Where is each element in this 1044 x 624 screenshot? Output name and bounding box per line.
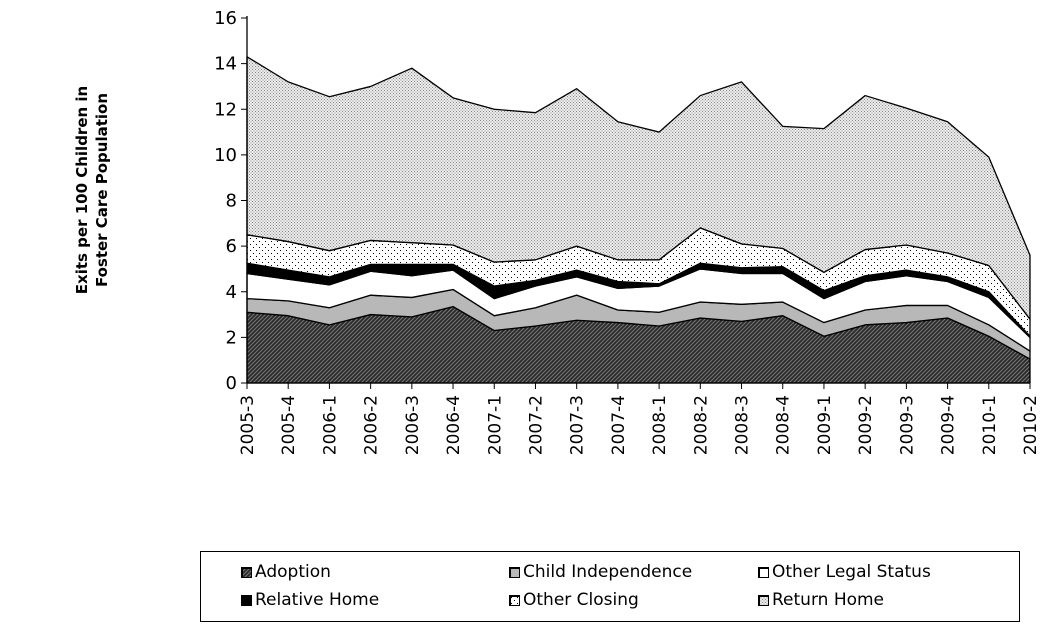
legend-label: Adoption xyxy=(255,562,331,582)
x-tick-label: 2005-4 xyxy=(279,395,299,455)
x-tick-label: 2009-3 xyxy=(897,395,917,455)
legend-label: Other Closing xyxy=(523,590,639,610)
legend-swatch xyxy=(758,566,769,578)
x-tick-label: 2010-1 xyxy=(980,395,1000,455)
legend-label: Child Independence xyxy=(523,562,693,582)
legend-item-other-legal-status: Other Legal Status xyxy=(758,562,931,582)
y-tick-label: 6 xyxy=(226,236,237,257)
x-tick-label: 2009-1 xyxy=(815,395,835,455)
x-tick-label: 2005-3 xyxy=(238,395,258,455)
y-tick-label: 2 xyxy=(226,327,237,348)
x-tick-label: 2006-1 xyxy=(320,395,340,455)
y-tick-label: 0 xyxy=(226,373,237,394)
legend-swatch xyxy=(241,594,252,606)
y-axis-label-line: Foster Care Population xyxy=(93,93,111,287)
x-tick-label: 2007-1 xyxy=(485,395,505,455)
y-axis-label: Exits per 100 Children in Foster Care Pop… xyxy=(73,86,111,294)
x-tick-label: 2006-4 xyxy=(444,395,464,455)
legend-label: Other Legal Status xyxy=(772,562,931,582)
x-tick-label: 2009-4 xyxy=(939,395,959,455)
x-tick-label: 2010-2 xyxy=(1021,395,1041,455)
y-tick-label: 12 xyxy=(214,99,237,120)
legend-swatch xyxy=(758,594,769,606)
legend-item-return-home: Return Home xyxy=(758,590,884,610)
y-axis-label-line: Exits per 100 Children in xyxy=(73,86,91,294)
stacked-areas xyxy=(246,56,1031,384)
y-tick-label: 10 xyxy=(214,145,237,166)
y-tick-label: 14 xyxy=(214,54,237,75)
y-tick-label: 16 xyxy=(214,8,237,29)
area-return-home xyxy=(246,56,1031,320)
legend-label: Relative Home xyxy=(255,590,380,610)
x-tick-label: 2006-3 xyxy=(403,395,423,455)
x-tick-label: 2007-4 xyxy=(609,395,629,455)
chart-svg: 0 2 4 6 8 10 12 14 16 2005-3 2005-4 2006-1 2006-2 200… xyxy=(73,8,1041,455)
x-tick-label: 2007-2 xyxy=(526,395,546,455)
legend-swatch xyxy=(241,566,252,578)
legend-item-other-closing: Other Closing xyxy=(509,590,639,610)
legend: Adoption Child Independence Other Legal St… xyxy=(200,551,1020,622)
x-tick-label: 2008-2 xyxy=(691,395,711,455)
x-tick-label: 2008-4 xyxy=(774,395,794,455)
x-tick-label: 2009-2 xyxy=(856,395,876,455)
x-tick-label: 2006-2 xyxy=(362,395,382,455)
y-tick-label: 8 xyxy=(226,191,237,212)
y-tick-label: 4 xyxy=(226,282,237,303)
x-tick-label: 2007-3 xyxy=(568,395,588,455)
axes: 0 2 4 6 8 10 12 14 16 2005-3 2005-4 2006-1 2006-2 200… xyxy=(214,8,1041,455)
legend-item-relative-home: Relative Home xyxy=(241,590,379,610)
legend-item-child-independence: Child Independence xyxy=(509,562,692,582)
legend-swatch xyxy=(509,594,520,606)
legend-swatch xyxy=(509,566,520,578)
x-tick-label: 2008-1 xyxy=(650,395,670,455)
x-tick-label: 2008-3 xyxy=(733,395,753,455)
legend-item-adoption: Adoption xyxy=(241,562,331,582)
legend-label: Return Home xyxy=(772,590,885,610)
